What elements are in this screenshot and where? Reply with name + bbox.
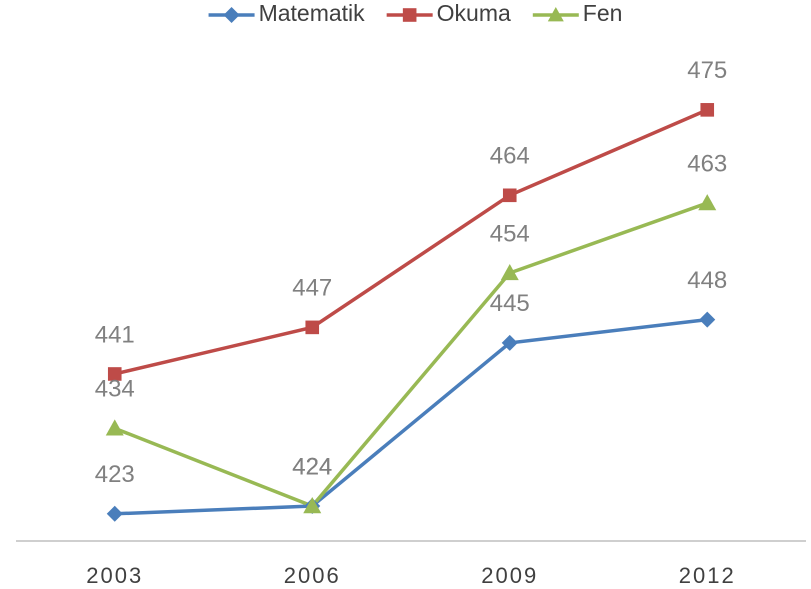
marker — [698, 194, 717, 211]
x-tick-label: 2003 — [86, 563, 143, 588]
marker — [700, 103, 715, 117]
marker — [105, 419, 124, 436]
data-label: 464 — [490, 143, 530, 170]
data-label: 447 — [292, 275, 332, 302]
data-label: 448 — [687, 267, 727, 294]
series-line — [114, 317, 708, 516]
marker — [501, 334, 518, 351]
marker — [699, 311, 716, 328]
marker — [106, 505, 123, 522]
marker — [500, 263, 519, 281]
x-tick-label: 2006 — [284, 563, 341, 588]
marker — [107, 367, 122, 381]
x-tick-label: 2009 — [481, 563, 538, 588]
legend-label: Fen — [583, 0, 623, 26]
legend: Matematik Okuma Fen — [208, 0, 623, 26]
data-label: 423 — [95, 461, 135, 488]
data-label: 424 — [292, 453, 332, 480]
data-label: 441 — [95, 321, 135, 348]
marker — [502, 188, 517, 203]
legend-marker — [547, 7, 564, 22]
data-label: 475 — [687, 57, 727, 84]
x-tick-label: 2012 — [679, 563, 736, 588]
data-label: 454 — [490, 220, 530, 247]
data-label: 463 — [687, 150, 727, 177]
data-label: 445 — [490, 290, 530, 317]
data-label: 424 — [292, 453, 332, 480]
series-line — [114, 108, 708, 376]
marker — [303, 497, 322, 514]
marker — [305, 320, 320, 335]
legend-marker — [223, 7, 240, 23]
legend-marker — [402, 8, 417, 22]
legend-label: Matematik — [259, 0, 366, 26]
legend-label: Okuma — [437, 0, 511, 26]
series-line — [114, 201, 708, 509]
data-label: 434 — [95, 376, 135, 403]
